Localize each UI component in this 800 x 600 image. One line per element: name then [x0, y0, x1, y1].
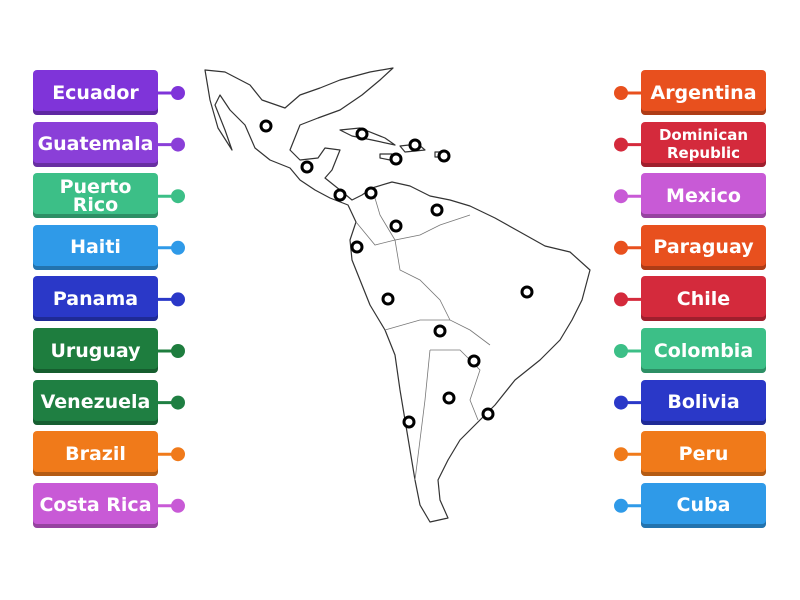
drop-target[interactable] [364, 186, 378, 200]
label-card[interactable]: Chile [641, 276, 766, 322]
label-card[interactable]: Bolivia [641, 379, 766, 425]
drop-target[interactable] [481, 407, 495, 421]
connector-dot [171, 498, 185, 513]
drop-target[interactable] [381, 292, 395, 306]
label-card[interactable]: Cuba [641, 482, 766, 528]
drop-target[interactable] [408, 138, 422, 152]
drop-target[interactable] [300, 160, 314, 174]
label-card[interactable]: Venezuela [33, 379, 158, 425]
connector-dot [614, 395, 628, 410]
drop-target[interactable] [350, 240, 364, 254]
connector-dot [614, 344, 628, 358]
drop-target[interactable] [433, 324, 447, 338]
connector-dot [614, 86, 628, 100]
drop-target[interactable] [437, 149, 451, 163]
label-card[interactable]: Ecuador [33, 70, 158, 115]
border [371, 187, 471, 241]
border [384, 319, 481, 481]
connector-dot [171, 344, 185, 358]
label-card[interactable]: Guatemala [33, 121, 158, 167]
label-card[interactable]: Argentina [641, 70, 766, 115]
drop-target[interactable] [430, 203, 444, 217]
drop-target[interactable] [402, 415, 416, 429]
connector-dot [171, 447, 185, 462]
connector-dot [614, 189, 628, 204]
continent [204, 67, 591, 523]
label-card[interactable]: Paraguay [641, 224, 766, 270]
connector-dot [614, 292, 628, 307]
label-card[interactable]: Haiti [33, 224, 158, 270]
connector-dot [171, 240, 185, 255]
label-card[interactable]: Costa Rica [33, 482, 158, 528]
drop-target[interactable] [389, 219, 403, 233]
label-card[interactable]: Panama [33, 276, 158, 322]
drop-target[interactable] [355, 127, 369, 141]
label-card[interactable]: Mexico [641, 173, 766, 219]
connector-dot [171, 86, 185, 100]
drop-target[interactable] [442, 391, 456, 405]
drop-target[interactable] [520, 285, 534, 299]
label-card[interactable]: Dominican Republic [641, 121, 766, 167]
borders [355, 187, 491, 481]
connector-dot [171, 292, 185, 307]
drop-target[interactable] [389, 152, 403, 166]
connector-dot [614, 447, 628, 462]
connector-dot [171, 137, 185, 152]
border [355, 221, 491, 346]
connector-dot [614, 240, 628, 255]
label-card[interactable]: Brazil [33, 431, 158, 477]
connector-dot [614, 498, 628, 513]
connector-dot [614, 137, 628, 152]
connector-dot [171, 395, 185, 410]
label-card[interactable]: Uruguay [33, 328, 158, 373]
drop-target[interactable] [333, 188, 347, 202]
label-card[interactable]: Colombia [641, 328, 766, 373]
label-card[interactable]: Peru [641, 431, 766, 477]
connector-dot [171, 189, 185, 204]
label-card[interactable]: Puerto Rico [33, 173, 158, 219]
drop-target[interactable] [467, 354, 481, 368]
drop-target[interactable] [259, 119, 273, 133]
